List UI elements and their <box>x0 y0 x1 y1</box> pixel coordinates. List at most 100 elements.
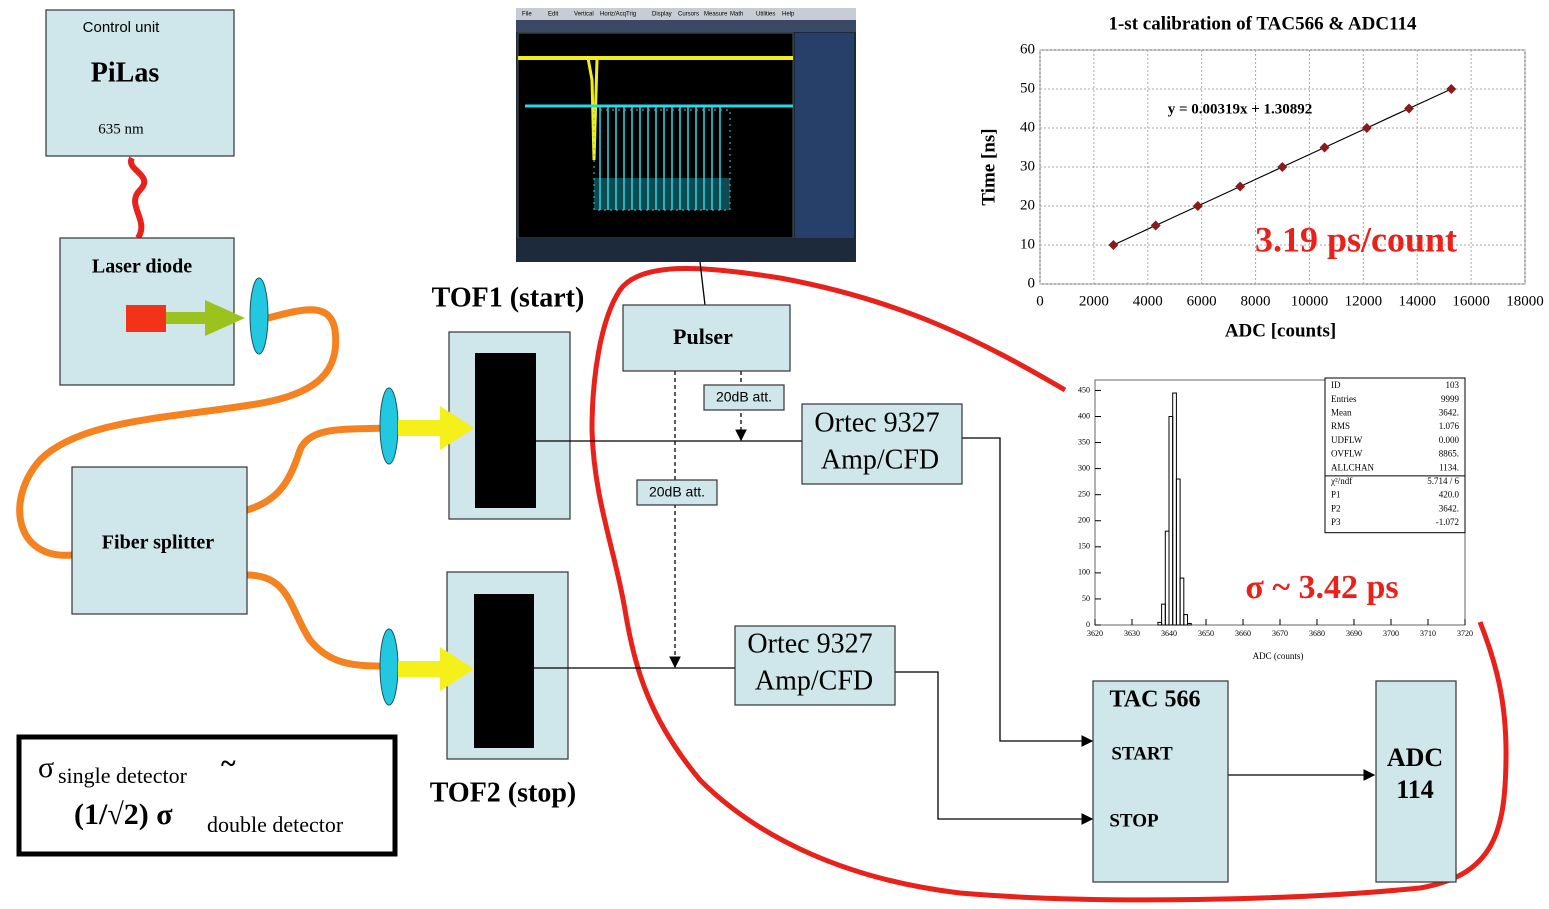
stats-value: -1.072 <box>1436 517 1459 527</box>
amplifier-box <box>734 625 896 706</box>
fiber-splitter-box <box>71 466 248 615</box>
x-tick-label: 3700 <box>1383 629 1399 638</box>
label: 20dB att. <box>649 484 705 500</box>
label: 20dB att. <box>716 389 772 405</box>
label: 114 <box>1396 775 1434 804</box>
cable <box>128 156 148 240</box>
formula: (1/√2) σ <box>74 798 173 831</box>
label: Amp/CFD <box>755 665 873 696</box>
oscilloscope <box>516 8 856 262</box>
y-tick-label: 10 <box>1020 236 1035 252</box>
y-tick-label: 450 <box>1078 385 1090 394</box>
stats-label: P2 <box>1331 503 1341 513</box>
y-tick-label: 0 <box>1086 620 1090 629</box>
annotation: 3.19 ps/count <box>1255 219 1457 259</box>
y-tick-label: 50 <box>1082 594 1090 603</box>
y-tick-label: 60 <box>1020 41 1035 57</box>
x-tick-label: 3680 <box>1309 629 1325 638</box>
attenuator-box <box>636 479 718 506</box>
formula-box <box>16 734 398 857</box>
x-tick-label: 3640 <box>1161 629 1177 638</box>
menu-item: Display <box>652 12 672 18</box>
label: 635 nm <box>98 121 144 137</box>
x-tick-label: 3630 <box>1124 629 1140 638</box>
pulser-box <box>622 304 791 372</box>
label: Ortec 9327 <box>747 628 872 659</box>
stats-value: 3642. <box>1439 407 1459 417</box>
y-tick-label: 20 <box>1020 197 1035 213</box>
y-tick-label: 0 <box>1028 275 1036 291</box>
stats-label: χ²/ndf <box>1330 476 1352 486</box>
stats-value: 9999 <box>1441 394 1460 404</box>
x-tick-label: 3660 <box>1235 629 1251 638</box>
stats-label: RMS <box>1331 421 1350 431</box>
stats-label: Mean <box>1331 407 1352 417</box>
laser-chip <box>126 305 166 332</box>
x-tick-label: 3710 <box>1420 629 1436 638</box>
label: PiLas <box>91 57 160 88</box>
beam-arrow <box>398 406 474 450</box>
label: Laser diode <box>92 256 192 278</box>
label: Fiber splitter <box>102 532 215 554</box>
formula: double detector <box>207 812 344 837</box>
y-tick-label: 400 <box>1078 411 1090 420</box>
oscilloscope-menu: File Edit Vertical Horiz/Acq Trig Display Curs… <box>522 12 795 18</box>
x-tick-label: 18000 <box>1506 293 1544 309</box>
menu-item: Edit <box>548 12 559 18</box>
x-tick-label: 10000 <box>1291 293 1329 309</box>
histogram-bar <box>1187 622 1192 626</box>
adc-box <box>1375 680 1457 883</box>
x-axis-label: ADC [counts] <box>1225 320 1336 341</box>
x-tick-label: 3620 <box>1087 629 1103 638</box>
y-tick-label: 250 <box>1078 490 1090 499</box>
data-point <box>1446 84 1457 94</box>
data-point <box>1404 103 1415 114</box>
stats-label: UDFLW <box>1331 435 1363 445</box>
x-tick-label: 3650 <box>1198 629 1214 638</box>
stats-value: 8865. <box>1439 449 1459 459</box>
label: Amp/CFD <box>821 444 939 475</box>
fibers <box>16 306 389 670</box>
stats-box <box>1324 377 1466 534</box>
label: ADC <box>1387 743 1443 772</box>
attenuator-box <box>703 384 785 411</box>
scintillator <box>475 353 536 508</box>
stats-label: P3 <box>1331 517 1341 527</box>
x-tick-label: 2000 <box>1079 293 1109 309</box>
annotation: σ ~ 3.42 ps <box>1245 569 1398 606</box>
y-tick-label: 200 <box>1078 516 1090 525</box>
stats-value: 0.000 <box>1439 435 1460 445</box>
label: TAC 566 <box>1110 687 1201 713</box>
menu-item: Utilities <box>756 12 775 18</box>
label: START <box>1111 743 1173 764</box>
x-tick-label: 12000 <box>1345 293 1383 309</box>
y-tick-label: 150 <box>1078 542 1090 551</box>
x-tick-label: 3720 <box>1457 629 1473 638</box>
x-tick-label: 16000 <box>1452 293 1490 309</box>
x-tick-label: 0 <box>1036 293 1044 309</box>
y-tick-label: 300 <box>1078 463 1090 472</box>
stats-value: 420.0 <box>1439 490 1460 500</box>
formula: single detector <box>58 763 188 788</box>
chart-title: 1-st calibration of TAC566 & ADC114 <box>1108 13 1417 34</box>
data-point <box>1108 240 1119 250</box>
menu-item: Help <box>782 12 795 18</box>
data-point <box>1192 201 1203 211</box>
menu-item: Horiz/Acq <box>600 12 626 18</box>
scintillator <box>474 594 534 748</box>
x-tick-label: 6000 <box>1187 293 1217 309</box>
x-tick-label: 14000 <box>1398 293 1436 309</box>
stats-label: ALLCHAN <box>1331 462 1374 472</box>
menu-item: Cursors <box>678 12 699 18</box>
beam-arrow <box>398 647 474 691</box>
lens <box>379 387 399 465</box>
label: Pulser <box>673 324 733 349</box>
label: TOF2 (stop) <box>430 777 577 808</box>
stats-label: P1 <box>1331 490 1341 500</box>
menu-item: Vertical <box>574 12 594 18</box>
label: TOF1 (start) <box>432 282 585 313</box>
stats-label: Entries <box>1331 394 1357 404</box>
